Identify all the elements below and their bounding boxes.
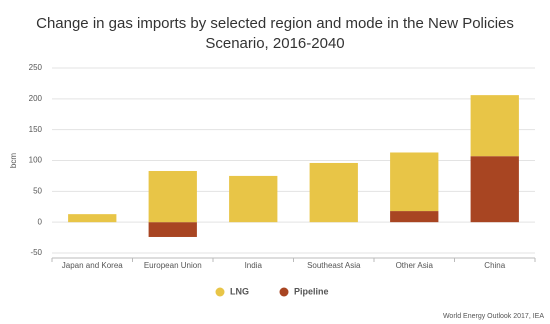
x-tick-label: Other Asia [396, 261, 434, 270]
x-tick-label: European Union [144, 261, 202, 270]
y-tick-label: -50 [30, 248, 42, 257]
bar-segment [390, 211, 439, 223]
x-tick-label: India [245, 261, 263, 270]
y-tick-label: 50 [33, 186, 42, 195]
y-tick-label: 200 [29, 94, 43, 103]
bar-segment [470, 156, 519, 223]
source: World Energy Outlook 2017, IEA [443, 313, 544, 320]
y-tick-label: 150 [29, 125, 43, 134]
bar-segment [148, 170, 197, 223]
y-axis-label: bcm [9, 153, 18, 168]
bar-segment [390, 152, 439, 212]
bar-segment [148, 222, 197, 237]
y-tick-label: 0 [38, 217, 43, 226]
y-tick-label: 100 [29, 156, 43, 165]
y-tick-label: 250 [29, 63, 43, 72]
x-tick-label: China [484, 261, 505, 270]
bar-segment [309, 162, 358, 223]
legend-label: LNG [230, 286, 249, 296]
chart-title: Change in gas imports by selected region… [36, 15, 514, 52]
x-tick-label: Southeast Asia [307, 261, 361, 270]
bar-segment [229, 175, 278, 223]
legend-swatch [215, 287, 225, 297]
x-tick-label: Japan and Korea [62, 261, 123, 270]
legend-label: Pipeline [294, 286, 329, 296]
bar-segment [68, 214, 117, 223]
bar-segment [470, 95, 519, 157]
legend-swatch [279, 287, 289, 297]
